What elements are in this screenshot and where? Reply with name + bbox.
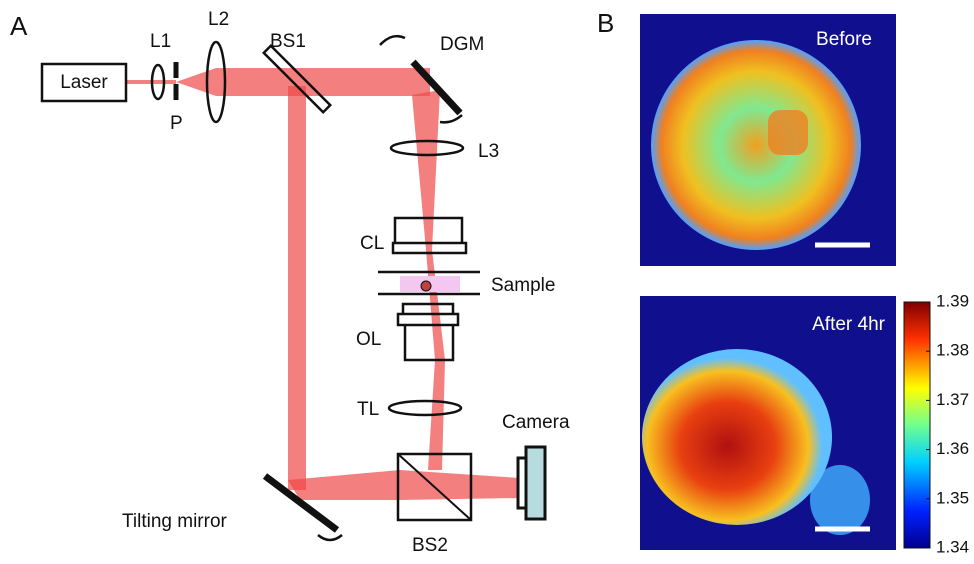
cell <box>421 281 431 291</box>
colorbar-tick-label: 1.36 <box>936 439 969 458</box>
colorbar-tick-label: 1.38 <box>936 341 969 360</box>
p-label: P <box>170 113 183 134</box>
objective <box>398 304 458 360</box>
beam <box>216 68 430 96</box>
tl-label: TL <box>357 399 379 420</box>
cl-label: CL <box>360 233 384 254</box>
image-title: Before <box>816 29 872 50</box>
dgm-label: DGM <box>440 34 484 55</box>
sample-label: Sample <box>491 275 555 296</box>
camera-label: Camera <box>502 412 570 433</box>
colorbar-ticks: 1.39 1.38 1.37 1.36 1.35 1.34 <box>926 291 969 556</box>
ol-label: OL <box>356 329 381 350</box>
l2-label: L2 <box>208 9 229 30</box>
cell-image <box>651 40 861 250</box>
l3-label: L3 <box>478 141 499 162</box>
beam <box>125 80 176 84</box>
camera <box>526 447 545 519</box>
colorbar-tick-label: 1.37 <box>936 390 969 409</box>
colorbar-tick-label: 1.35 <box>936 488 969 507</box>
beam <box>288 470 520 500</box>
cell-feature <box>768 110 808 155</box>
colorbar <box>904 302 930 548</box>
beam <box>176 68 216 96</box>
beam <box>288 86 306 490</box>
bs1-label: BS1 <box>270 31 306 52</box>
figure: A Laser L1 L2 P BS1 DGM L3 CL Sample OL … <box>0 0 974 559</box>
colorbar-tick-label: 1.39 <box>936 291 969 310</box>
panel-label: B <box>597 8 614 38</box>
rotation-arrow <box>318 535 342 540</box>
l1-label: L1 <box>150 31 171 52</box>
image-title: After 4hr <box>812 314 886 335</box>
camera-front <box>518 458 526 508</box>
panel-label: A <box>10 11 28 41</box>
laser-label: Laser <box>60 72 108 93</box>
lens <box>389 401 461 415</box>
colorbar-tick-label: 1.34 <box>936 537 969 556</box>
tilting-mirror-label: Tilting mirror <box>122 511 228 532</box>
beam <box>412 90 440 250</box>
cell-image <box>642 349 832 525</box>
bs2-label: BS2 <box>412 535 448 556</box>
